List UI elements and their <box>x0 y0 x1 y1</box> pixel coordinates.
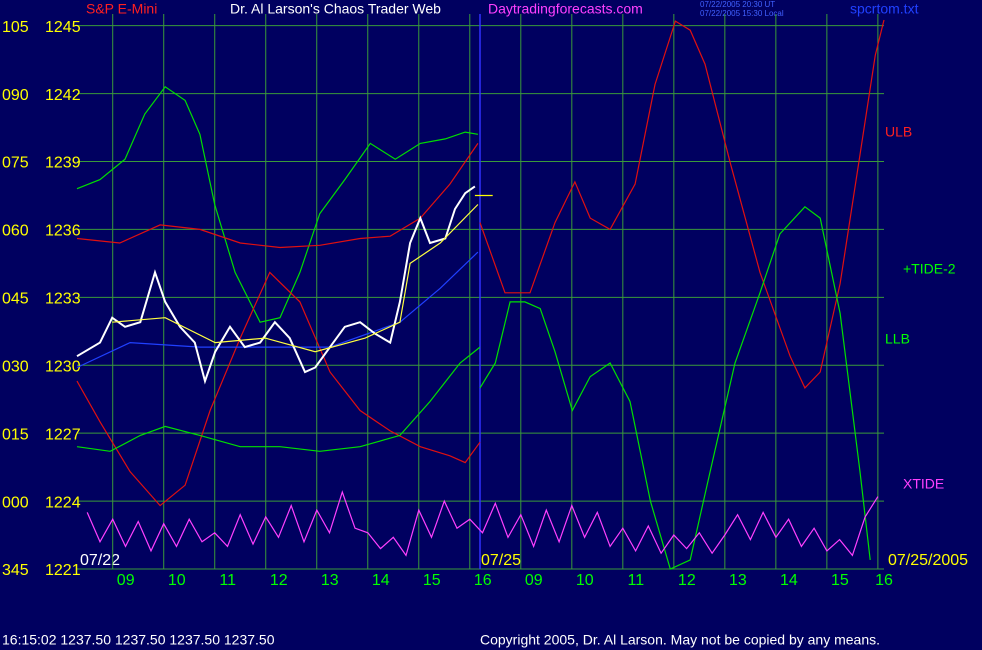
series-line <box>76 85 479 323</box>
x-tick-label: 16 <box>474 572 492 589</box>
series-line <box>86 490 879 557</box>
quote: 16:15:02 1237.50 1237.50 1237.50 1237.50 <box>2 632 275 648</box>
x-tick-label: 11 <box>219 572 236 589</box>
x-tick-label: 09 <box>525 572 543 589</box>
series-line <box>76 185 476 385</box>
website[interactable]: Daytradingforecasts.com <box>488 1 643 17</box>
timestamp: 07/22/2005 20:30 UT <box>700 0 775 9</box>
x-tick-label: 13 <box>321 572 339 589</box>
series-label: LLB <box>885 331 910 347</box>
y-tick-label: 1227 <box>45 426 81 443</box>
y2-tick-label: 060 <box>2 223 29 240</box>
y-tick-label: 1242 <box>45 87 81 104</box>
series-line <box>112 204 479 353</box>
x-tick-label: 12 <box>678 572 696 589</box>
y2-tick-label: 000 <box>2 494 29 511</box>
x-tick-label: 14 <box>372 572 390 589</box>
y-tick-label: 1230 <box>45 358 81 375</box>
x-tick-label: 16 <box>875 572 893 589</box>
x-tick-label: 13 <box>729 572 747 589</box>
timestamp: 07/22/2005 15:30 Local <box>700 9 784 18</box>
y2-tick-label: 105 <box>2 19 29 36</box>
series-label: ULB <box>885 124 912 140</box>
series-line <box>76 251 479 369</box>
series-label: +TIDE-2 <box>903 261 956 277</box>
y2-tick-label: 345 <box>2 562 29 579</box>
date-label: 07/22 <box>80 552 120 569</box>
series-line <box>76 143 479 249</box>
instrument: S&P E-Mini <box>86 1 157 17</box>
x-tick-label: 12 <box>270 572 288 589</box>
y2-tick-label: 030 <box>2 358 29 375</box>
x-tick-label: 15 <box>831 572 849 589</box>
y-tick-label: 1233 <box>45 291 81 308</box>
y-tick-label: 1236 <box>45 223 81 240</box>
y-tick-label: 1245 <box>45 19 81 36</box>
x-tick-label: 11 <box>628 572 645 589</box>
y2-tick-label: 045 <box>2 291 29 308</box>
copyright: Copyright 2005, Dr. Al Larson. May not b… <box>480 632 880 648</box>
date-label: 07/25 <box>481 552 521 569</box>
y-tick-label: 1221 <box>45 562 81 579</box>
series-line <box>76 271 481 507</box>
y2-tick-label: 015 <box>2 426 29 443</box>
x-tick-label: 10 <box>576 572 594 589</box>
x-tick-label: 15 <box>423 572 441 589</box>
series-line <box>479 205 871 570</box>
file-name: spcrtom.txt <box>850 1 919 17</box>
y2-tick-label: 090 <box>2 87 29 104</box>
y2-tick-label: 075 <box>2 155 29 172</box>
x-tick-label: 09 <box>117 572 135 589</box>
x-tick-label: 14 <box>780 572 798 589</box>
date-label: 07/25/2005 <box>888 552 968 569</box>
x-tick-label: 10 <box>168 572 186 589</box>
y-tick-label: 1224 <box>45 494 81 511</box>
series-label: XTIDE <box>903 476 944 492</box>
series-line <box>479 19 885 389</box>
series-line <box>76 346 481 452</box>
chart-title: Dr. Al Larson's Chaos Trader Web <box>230 1 441 17</box>
y-tick-label: 1239 <box>45 155 81 172</box>
